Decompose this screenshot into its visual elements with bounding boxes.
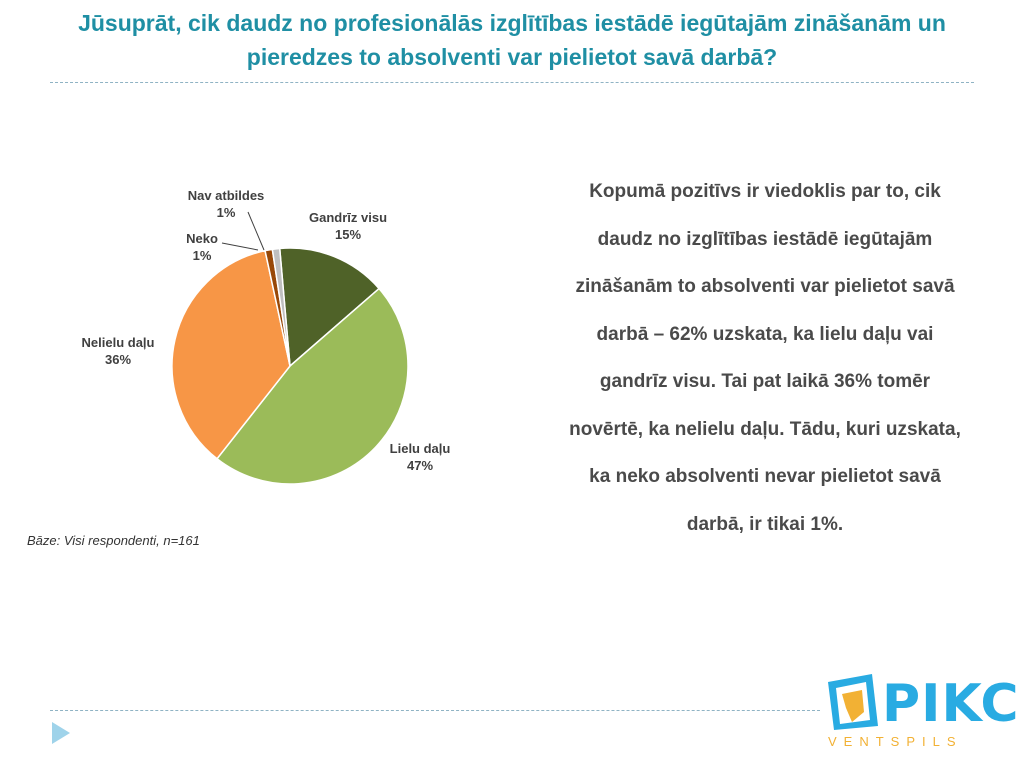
next-slide-arrow-icon[interactable] [52,722,70,744]
pie-slice-gandrīz-visu [278,247,381,368]
pie-label-3: Neko 1% [186,231,218,263]
pie-label-4: Nav atbildes 1% [188,188,265,220]
pie-leader-4 [247,211,265,251]
pie-labels: Gandrīz visu 15% Lielu daļu 47% Nelielu daļu… [82,188,451,473]
logo-subtitle: VENTSPILS [828,734,963,749]
pie-slice-nav-atbildes [271,247,291,367]
pie-label-0: Gandrīz visu 15% [309,210,387,242]
pie-slice-nelielu-daļu [171,249,291,460]
pie-slices [171,247,409,485]
page-title: Jūsuprāt, cik daudz no profesionālās izg… [78,10,946,70]
top-divider [50,82,974,83]
logo-mark-icon [828,674,878,730]
pie-leader-3 [221,242,259,251]
bottom-divider [50,710,820,711]
summary-text: Kopumā pozitīvs ir viedoklis par to, cik… [569,181,961,535]
pie-label-2: Nelielu daļu 36% [82,335,155,367]
pie-leader-lines [221,211,265,251]
pie-label-1: Lielu daļu 47% [390,441,451,473]
logo-wordmark: PIKC [882,674,1020,734]
base-note: Bāze: Visi respondenti, n=161 [27,533,200,548]
pikc-logo: PIKC VENTSPILS [822,672,1019,756]
pie-slice-lielu-daļu [215,287,409,485]
